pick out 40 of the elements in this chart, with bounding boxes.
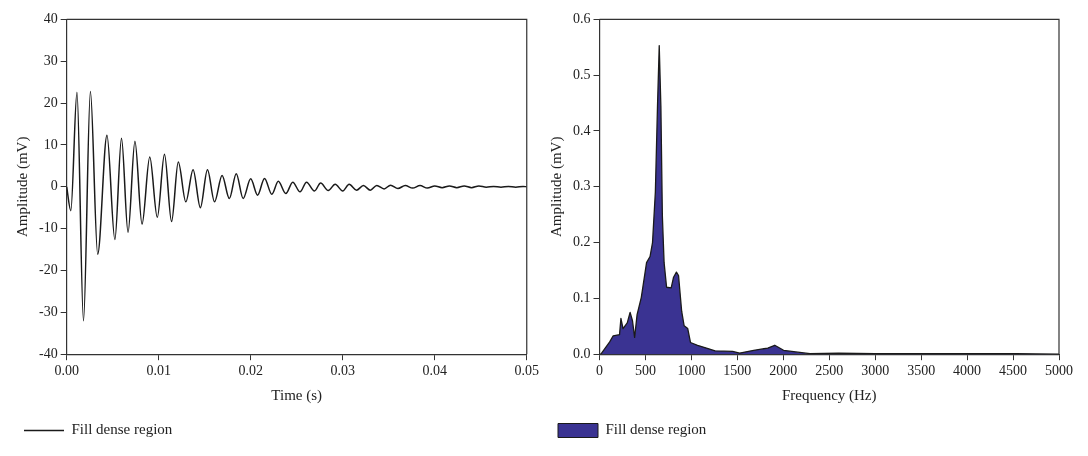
y-axis-title: Amplitude (mV) xyxy=(547,136,565,237)
x-tick-label: 2000 xyxy=(769,363,798,379)
x-axis-title: Frequency (Hz) xyxy=(781,386,877,404)
x-tick-label: 1000 xyxy=(677,363,706,379)
x-tick-label: 2500 xyxy=(815,363,844,379)
y-tick-label: 0.6 xyxy=(573,11,591,27)
x-tick-label: 0.00 xyxy=(54,363,79,379)
line-series xyxy=(66,90,527,322)
x-tick-label: 0.03 xyxy=(330,363,355,379)
x-tick-label: 4500 xyxy=(999,363,1028,379)
y-tick-label: -40 xyxy=(38,345,58,361)
y-axis-title: Amplitude (mV) xyxy=(13,136,31,237)
x-tick-label: 3000 xyxy=(861,363,890,379)
y-tick-label: 20 xyxy=(43,94,58,110)
x-tick-label: 1500 xyxy=(723,363,752,379)
y-tick-label: 0.0 xyxy=(573,345,591,361)
y-tick-label: 0.5 xyxy=(573,66,591,82)
legend-label: Fill dense region xyxy=(71,421,173,438)
x-tick-label: 0.02 xyxy=(238,363,263,379)
y-tick-label: 0.3 xyxy=(573,178,591,194)
y-tick-label: -30 xyxy=(38,304,58,320)
y-tick-label: 0 xyxy=(50,178,58,194)
x-tick-label: 4000 xyxy=(953,363,982,379)
y-tick-label: -10 xyxy=(38,220,58,236)
x-tick-label: 5000 xyxy=(1045,363,1073,379)
x-tick-label: 0.01 xyxy=(146,363,171,379)
y-tick-label: 10 xyxy=(43,136,58,152)
y-tick-label: 40 xyxy=(43,11,58,27)
y-tick-label: -20 xyxy=(38,262,58,278)
y-tick-label: 0.2 xyxy=(573,234,591,250)
y-tick-label: 30 xyxy=(43,52,58,68)
x-tick-label: 3500 xyxy=(907,363,936,379)
x-tick-label: 0.05 xyxy=(514,363,539,379)
y-tick-label: 0.4 xyxy=(573,122,591,138)
x-tick-label: 500 xyxy=(634,363,656,379)
x-tick-label: 0.04 xyxy=(422,363,447,379)
x-tick-label: 0 xyxy=(596,363,603,379)
x-axis-title: Time (s) xyxy=(271,386,323,404)
legend-label: Fill dense region xyxy=(605,421,707,438)
y-tick-label: 0.1 xyxy=(573,290,591,306)
